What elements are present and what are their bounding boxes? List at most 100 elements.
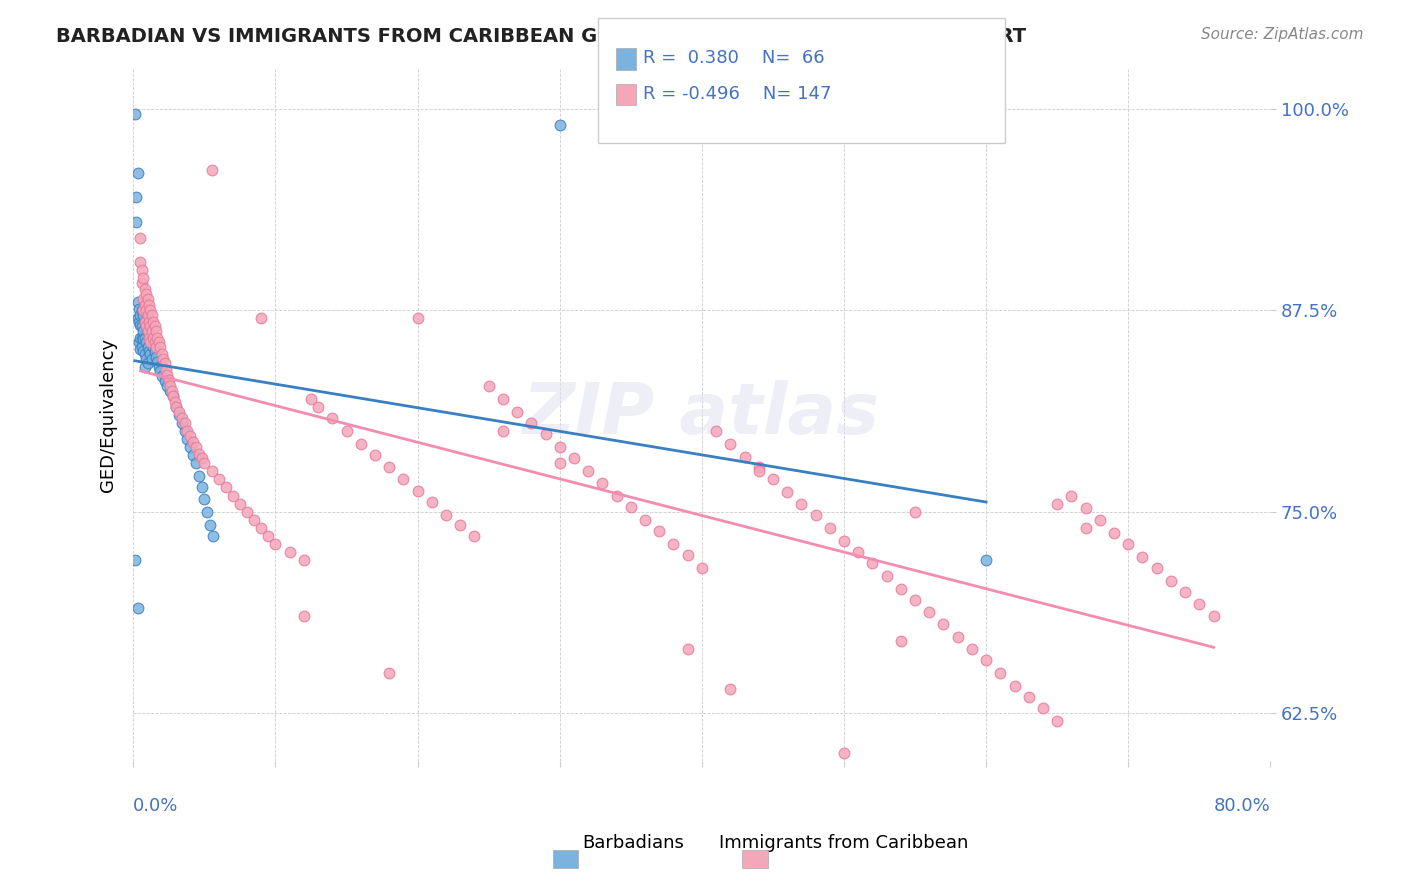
Point bbox=[1132, 549, 1154, 564]
Point bbox=[818, 521, 841, 535]
Point bbox=[960, 641, 983, 656]
Point bbox=[132, 271, 155, 285]
Point bbox=[846, 545, 869, 559]
Point bbox=[135, 319, 157, 334]
Point bbox=[170, 416, 193, 430]
Point bbox=[165, 400, 187, 414]
Point bbox=[136, 356, 159, 370]
Point bbox=[634, 513, 657, 527]
Point bbox=[135, 303, 157, 318]
Point bbox=[548, 118, 571, 132]
Point bbox=[129, 318, 152, 332]
Text: Immigrants from Caribbean: Immigrants from Caribbean bbox=[718, 834, 969, 852]
Point bbox=[378, 459, 401, 474]
Point bbox=[307, 400, 329, 414]
Point bbox=[136, 308, 159, 322]
Point bbox=[1174, 585, 1197, 599]
Point bbox=[278, 545, 301, 559]
Point bbox=[145, 340, 167, 354]
Point bbox=[131, 319, 153, 334]
Point bbox=[143, 345, 166, 359]
Point bbox=[236, 505, 259, 519]
Point bbox=[138, 327, 160, 342]
Point bbox=[1074, 501, 1097, 516]
Point bbox=[157, 372, 180, 386]
Text: Source: ZipAtlas.com: Source: ZipAtlas.com bbox=[1201, 27, 1364, 42]
Point bbox=[181, 448, 204, 462]
Point bbox=[139, 335, 162, 350]
Point bbox=[135, 319, 157, 334]
Point bbox=[155, 363, 177, 377]
Point bbox=[141, 308, 163, 322]
Point bbox=[149, 364, 172, 378]
Point bbox=[804, 508, 827, 522]
Point bbox=[135, 335, 157, 350]
Point bbox=[492, 424, 515, 438]
Point bbox=[250, 311, 273, 326]
Point bbox=[335, 424, 357, 438]
Point bbox=[215, 481, 238, 495]
Point bbox=[876, 569, 898, 583]
Point bbox=[420, 495, 443, 509]
Point bbox=[143, 319, 166, 334]
Point bbox=[163, 395, 186, 409]
Point bbox=[648, 524, 671, 538]
Point bbox=[250, 521, 273, 535]
Point bbox=[193, 456, 215, 470]
Point bbox=[548, 440, 571, 454]
Point bbox=[125, 190, 148, 204]
Point bbox=[378, 665, 401, 680]
Point bbox=[718, 681, 741, 696]
Point bbox=[184, 440, 207, 454]
Point bbox=[127, 311, 149, 326]
Point bbox=[134, 298, 156, 312]
Point bbox=[548, 456, 571, 470]
Point bbox=[195, 505, 218, 519]
Point bbox=[159, 379, 181, 393]
Point bbox=[299, 392, 322, 406]
Point bbox=[229, 497, 252, 511]
Point bbox=[832, 747, 855, 761]
Point bbox=[1060, 489, 1083, 503]
Point bbox=[200, 163, 222, 178]
Point bbox=[1032, 701, 1054, 715]
Point bbox=[190, 451, 212, 466]
Point bbox=[146, 331, 169, 345]
Point bbox=[748, 459, 770, 474]
Point bbox=[173, 424, 195, 438]
Point bbox=[162, 389, 184, 403]
Point bbox=[478, 379, 501, 393]
Point bbox=[131, 303, 153, 318]
Point bbox=[862, 556, 884, 570]
Point bbox=[162, 389, 184, 403]
Point bbox=[890, 582, 912, 596]
Point bbox=[576, 464, 599, 478]
Point bbox=[704, 424, 727, 438]
Point bbox=[1074, 521, 1097, 535]
Point bbox=[184, 456, 207, 470]
Point bbox=[1046, 497, 1069, 511]
Point bbox=[129, 331, 152, 345]
Point bbox=[132, 292, 155, 306]
Point bbox=[127, 601, 149, 615]
Point bbox=[153, 356, 176, 370]
Point bbox=[179, 440, 201, 454]
Point bbox=[142, 340, 165, 354]
Point bbox=[136, 324, 159, 338]
Point bbox=[207, 472, 229, 486]
Point bbox=[143, 335, 166, 350]
Point bbox=[292, 609, 315, 624]
Point bbox=[138, 298, 160, 312]
Point bbox=[141, 324, 163, 338]
Y-axis label: GED/Equivalency: GED/Equivalency bbox=[100, 338, 117, 492]
Point bbox=[790, 497, 813, 511]
Text: R =  0.380    N=  66: R = 0.380 N= 66 bbox=[643, 49, 824, 67]
Point bbox=[148, 335, 170, 350]
Point bbox=[124, 553, 146, 567]
Point bbox=[132, 303, 155, 318]
Point bbox=[136, 324, 159, 338]
Point bbox=[142, 331, 165, 345]
Point bbox=[139, 331, 162, 345]
Point bbox=[128, 301, 150, 316]
Point bbox=[1102, 525, 1125, 540]
